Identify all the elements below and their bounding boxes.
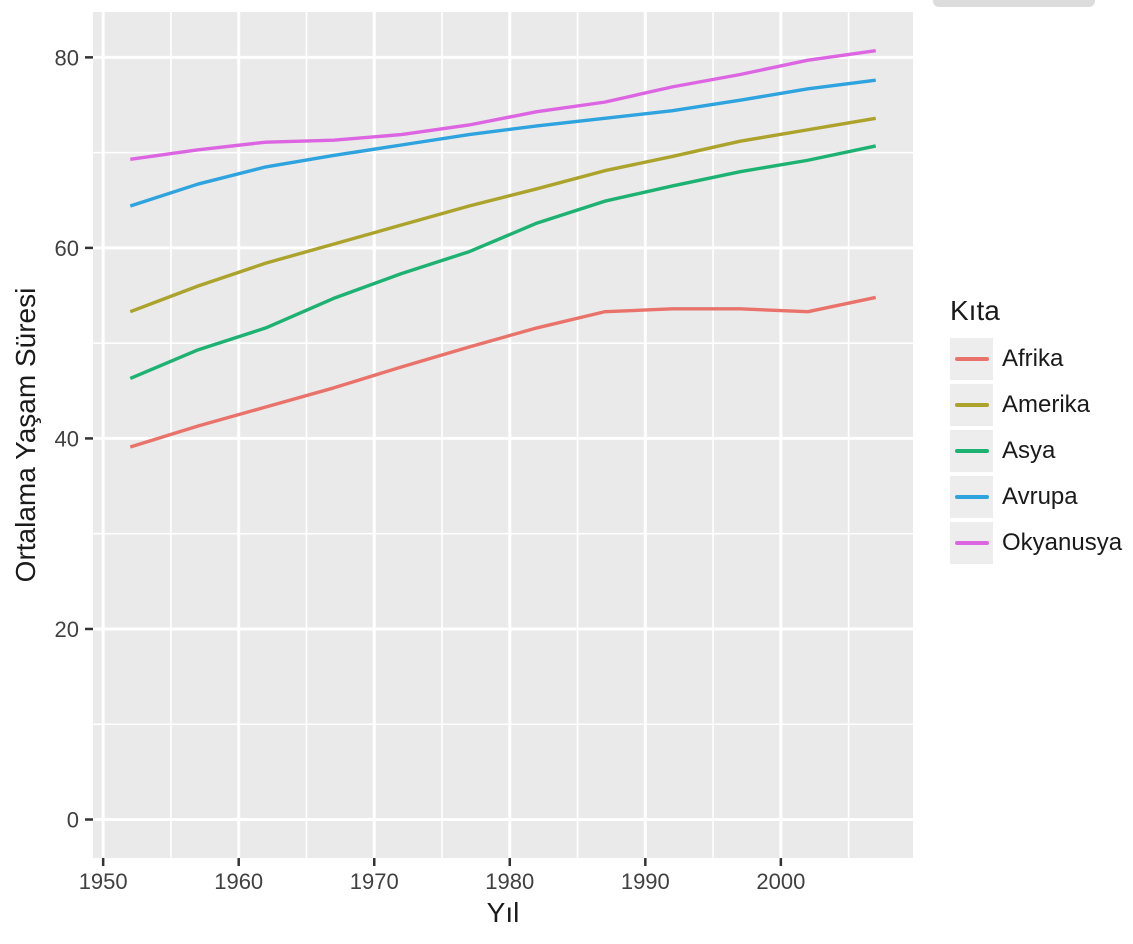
legend-item-avrupa: Avrupa — [950, 476, 1130, 518]
data-series-lines — [129, 48, 877, 449]
legend-item-asya: Asya — [950, 430, 1130, 472]
major-gridlines — [93, 12, 913, 858]
plot-panel — [93, 12, 913, 858]
x-axis-title: Yıl — [486, 897, 520, 928]
legend-key-swatch — [950, 522, 993, 564]
legend-line-icon — [954, 449, 989, 453]
legend: Kıta Afrika Amerika Asya Avrupa — [950, 294, 1130, 568]
legend-item-amerika: Amerika — [950, 384, 1130, 426]
svg-text:1960: 1960 — [214, 869, 263, 894]
legend-key-swatch — [950, 476, 993, 518]
svg-text:60: 60 — [55, 236, 79, 261]
svg-text:1980: 1980 — [485, 869, 534, 894]
legend-key-swatch — [950, 430, 993, 472]
axis-tick-labels: 1950 1960 1970 1980 1990 2000 0 20 40 60 80 — [55, 45, 806, 894]
legend-item-okyanusya: Okyanusya — [950, 522, 1130, 564]
legend-key-swatch — [950, 338, 993, 380]
svg-text:20: 20 — [55, 617, 79, 642]
legend-label: Amerika — [1002, 391, 1091, 418]
legend-line-icon — [954, 357, 989, 361]
legend-line-icon — [954, 541, 989, 545]
legend-label: Afrika — [1002, 345, 1064, 372]
svg-text:2000: 2000 — [756, 869, 805, 894]
y-axis-title: Ortalama Yaşam Süresi — [10, 287, 41, 583]
legend-key-swatch — [950, 384, 993, 426]
svg-text:80: 80 — [55, 45, 79, 70]
svg-text:40: 40 — [55, 426, 79, 451]
window-edge-artifact — [933, 0, 1095, 7]
svg-text:1970: 1970 — [350, 869, 399, 894]
legend-line-icon — [954, 495, 989, 499]
svg-text:0: 0 — [67, 808, 79, 833]
legend-label: Avrupa — [1002, 483, 1078, 510]
legend-title: Kıta — [950, 295, 1000, 326]
svg-text:1950: 1950 — [79, 869, 128, 894]
legend-item-afrika: Afrika — [950, 338, 1130, 380]
legend-label: Asya — [1002, 437, 1056, 464]
legend-line-icon — [954, 403, 989, 407]
axis-tick-marks — [85, 56, 783, 866]
svg-text:1990: 1990 — [621, 869, 670, 894]
legend-label: Okyanusya — [1002, 529, 1123, 556]
